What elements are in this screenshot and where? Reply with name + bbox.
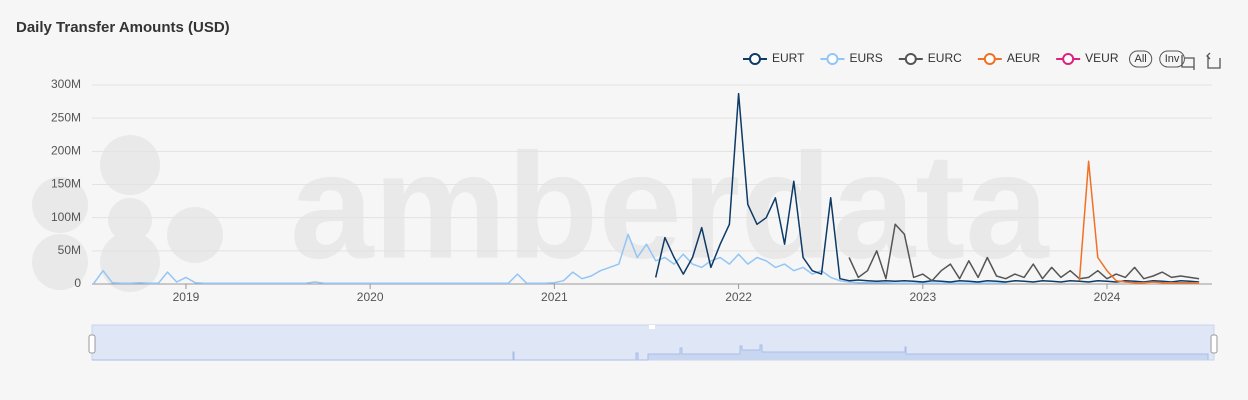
watermark: amberdata — [290, 122, 1050, 290]
x-tick-label: 2019 — [173, 290, 200, 304]
chart-title: Daily Transfer Amounts (USD) — [16, 19, 230, 36]
legend-button-label: All — [1135, 53, 1147, 65]
legend-label: VEUR — [1085, 51, 1119, 65]
y-tick-label: 200M — [51, 144, 81, 158]
data-zoom[interactable] — [88, 324, 1218, 361]
legend-marker — [983, 53, 996, 65]
y-tick-label: 150M — [51, 177, 81, 191]
series-line — [93, 233, 1006, 285]
y-tick-label: 250M — [51, 110, 81, 124]
legend-marker — [904, 53, 917, 65]
x-tick-label: 2023 — [909, 290, 936, 304]
legend: EURT EURS EURC AEUR VEUR All Inv — [743, 50, 1185, 68]
legend-marker — [826, 53, 839, 65]
legend-marker — [749, 53, 761, 65]
y-tick-label: 300M — [51, 77, 81, 91]
legend-button-frame — [1129, 50, 1153, 68]
legend-label: EURC — [928, 51, 962, 65]
toolbar-icons[interactable] — [1181, 52, 1221, 70]
legend-label: EURS — [849, 51, 882, 65]
y-tick-label: 50M — [58, 243, 81, 257]
legend-marker — [1062, 53, 1075, 65]
x-tick-label: 2021 — [541, 290, 568, 304]
legend-label: EURT — [772, 51, 805, 65]
legend-button[interactable]: Inv — [1159, 50, 1185, 68]
series-line — [1078, 160, 1200, 284]
legend-item[interactable]: VEUR — [1056, 51, 1119, 65]
legend-button-label: Inv — [1165, 53, 1180, 65]
y-tick-label: 0 — [74, 276, 81, 290]
legend-item[interactable]: EURS — [820, 51, 883, 65]
x-tick-label: 2022 — [725, 290, 752, 304]
y-tick-label: 100M — [51, 210, 81, 224]
x-tick-label: 2024 — [1094, 290, 1121, 304]
legend-button[interactable]: All — [1129, 50, 1153, 68]
series-line — [848, 223, 1200, 282]
legend-label: AEUR — [1007, 51, 1041, 65]
legend-item[interactable]: EURT — [743, 51, 805, 65]
series-line — [654, 92, 1200, 283]
x-tick-label: 2020 — [357, 290, 384, 304]
legend-item[interactable]: EURC — [898, 51, 962, 65]
watermark-logo — [32, 135, 223, 292]
legend-item[interactable]: AEUR — [977, 51, 1041, 65]
legend-button-frame — [1159, 50, 1185, 68]
